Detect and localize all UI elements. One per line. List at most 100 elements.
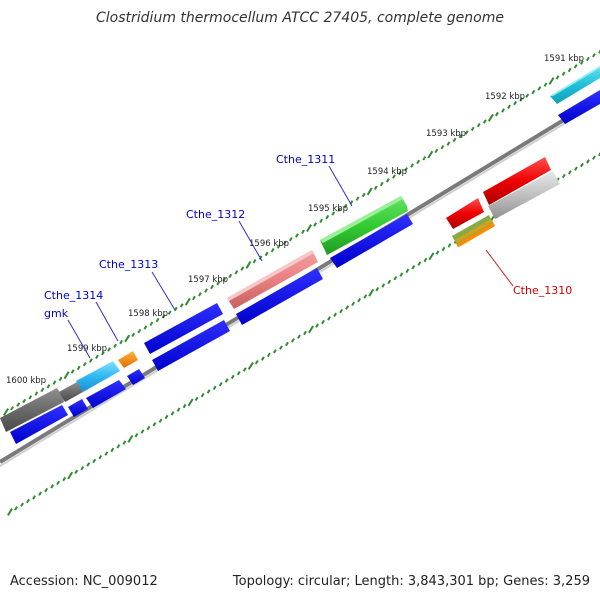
kbp-label-1594: 1594 kbp bbox=[367, 167, 407, 177]
scale-tick bbox=[501, 108, 505, 113]
scale-tick bbox=[228, 273, 233, 279]
scale-tick bbox=[116, 444, 121, 449]
label-cthe-1314[interactable]: Cthe_1314 bbox=[44, 289, 103, 302]
scale-tick bbox=[20, 502, 24, 507]
scale-tick bbox=[230, 374, 235, 380]
scale-tick bbox=[537, 86, 542, 91]
scale-tick bbox=[50, 484, 55, 489]
scale-tick bbox=[92, 458, 97, 464]
gene-multicolor-stripe bbox=[455, 219, 493, 243]
label-cthe-1310[interactable]: Cthe_1310 bbox=[513, 284, 572, 297]
gene-blue-gmk[interactable] bbox=[86, 380, 126, 408]
scale-tick bbox=[404, 167, 408, 172]
genome-stats-text: Topology: circular; Length: 3,843,301 bp… bbox=[232, 574, 590, 589]
scale-tick bbox=[333, 312, 337, 318]
scale-tick bbox=[343, 203, 348, 209]
scale-tick bbox=[10, 406, 14, 411]
scale-tick bbox=[122, 440, 127, 445]
scale-tick bbox=[194, 396, 199, 402]
kbp-label-1596: 1596 kbp bbox=[249, 239, 289, 249]
scale-tick bbox=[410, 163, 414, 168]
scale-tick bbox=[301, 229, 305, 235]
leader-cthe-1314 bbox=[95, 301, 119, 342]
scale-tick bbox=[375, 286, 380, 292]
gene-blue-1591[interactable] bbox=[558, 90, 600, 124]
scale-tick bbox=[218, 381, 223, 387]
scale-tick bbox=[513, 100, 518, 106]
gene-silver[interactable] bbox=[488, 171, 560, 219]
scale-tick bbox=[164, 414, 169, 420]
scale-tick bbox=[173, 306, 178, 312]
scale-tick bbox=[580, 162, 584, 168]
scale-tick bbox=[574, 166, 578, 171]
gene-blue-small-b[interactable] bbox=[68, 399, 88, 417]
scale-tick bbox=[398, 170, 402, 176]
gene-red-b[interactable] bbox=[483, 157, 551, 205]
scale-tick bbox=[32, 495, 36, 500]
scale-tick bbox=[313, 222, 318, 227]
scale-tick bbox=[423, 257, 428, 263]
gene-blue-1313[interactable] bbox=[152, 320, 230, 371]
gene-blue-1311[interactable] bbox=[330, 214, 413, 268]
kbp-label-1595: 1595 kbp bbox=[308, 204, 348, 214]
scale-tick bbox=[392, 174, 396, 179]
label-gmk[interactable]: gmk bbox=[44, 307, 69, 320]
scale-tick bbox=[198, 292, 202, 297]
kbp-label-1597: 1597 kbp bbox=[188, 275, 228, 285]
gene-cthe-1313-upper[interactable] bbox=[144, 303, 223, 354]
scale-tick bbox=[56, 480, 61, 486]
scale-tick bbox=[127, 434, 134, 443]
gene-blue-1600[interactable] bbox=[10, 405, 68, 444]
scale-tick bbox=[176, 407, 181, 412]
scale-tick bbox=[579, 60, 584, 65]
scale-tick bbox=[124, 334, 131, 343]
gene-blue-small-a[interactable] bbox=[127, 369, 145, 385]
scale-tick bbox=[495, 111, 499, 117]
gene-orange-small[interactable] bbox=[118, 351, 138, 368]
scale-tick bbox=[52, 380, 57, 385]
gene-gray-1600[interactable] bbox=[0, 388, 64, 432]
scale-tick bbox=[381, 283, 386, 288]
scale-tick bbox=[74, 469, 79, 475]
gene-cthe-1312[interactable] bbox=[227, 250, 318, 309]
kbp-label-1592: 1592 kbp bbox=[485, 92, 525, 102]
scale-tick bbox=[16, 402, 21, 407]
scale-tick bbox=[152, 422, 157, 427]
gene-gray-1600-b[interactable] bbox=[59, 382, 83, 402]
scale-tick bbox=[170, 411, 175, 416]
gene-blue-1312[interactable] bbox=[236, 268, 323, 325]
scale-tick bbox=[101, 350, 105, 356]
scale-tick bbox=[182, 403, 187, 409]
scale-tick bbox=[234, 270, 239, 275]
leader-cthe-1313 bbox=[151, 271, 176, 311]
scale-tick bbox=[321, 319, 325, 325]
scale-tick bbox=[585, 56, 590, 62]
label-cthe-1311[interactable]: Cthe_1311 bbox=[276, 153, 335, 166]
scale-tick bbox=[86, 462, 91, 467]
label-cthe-1313[interactable]: Cthe_1313 bbox=[99, 258, 158, 271]
scale-tick bbox=[573, 64, 578, 69]
scale-tick bbox=[276, 244, 281, 249]
scale-tick bbox=[393, 275, 398, 281]
gene-cyan-1591[interactable] bbox=[550, 66, 600, 104]
scale-tick bbox=[417, 261, 422, 266]
gene-cthe-1314[interactable] bbox=[76, 361, 120, 392]
scale-tick bbox=[592, 155, 596, 160]
scale-tick bbox=[440, 144, 445, 150]
gene-cthe-1311[interactable] bbox=[320, 196, 408, 255]
scale-tick bbox=[7, 508, 13, 516]
scale-tick bbox=[470, 126, 475, 132]
scale-tick bbox=[245, 260, 252, 269]
scale-tick bbox=[200, 392, 205, 398]
scale-tick bbox=[598, 49, 600, 54]
gene-red-a[interactable] bbox=[446, 198, 484, 229]
scale-tick bbox=[291, 338, 295, 343]
scale-tick bbox=[319, 218, 324, 224]
scale-tick bbox=[331, 211, 336, 216]
scale-tick bbox=[224, 378, 229, 383]
scale-tick bbox=[161, 314, 166, 319]
scale-tick bbox=[158, 418, 163, 423]
label-cthe-1312[interactable]: Cthe_1312 bbox=[186, 208, 245, 221]
scale-ticks-upper bbox=[3, 49, 600, 416]
